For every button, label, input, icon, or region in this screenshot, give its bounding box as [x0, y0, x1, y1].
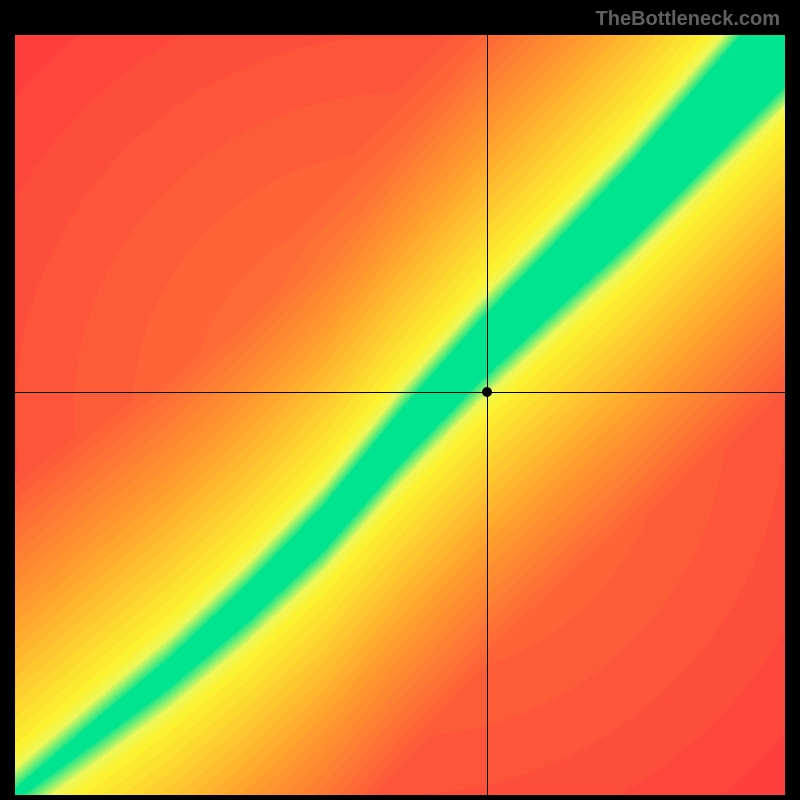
watermark-text: TheBottleneck.com: [596, 8, 780, 31]
heatmap-chart: [15, 35, 785, 795]
chart-container: TheBottleneck.com: [0, 0, 800, 800]
crosshair-vertical: [487, 35, 488, 795]
heatmap-canvas: [15, 35, 785, 795]
crosshair-horizontal: [15, 392, 785, 393]
data-point-marker: [482, 387, 492, 397]
